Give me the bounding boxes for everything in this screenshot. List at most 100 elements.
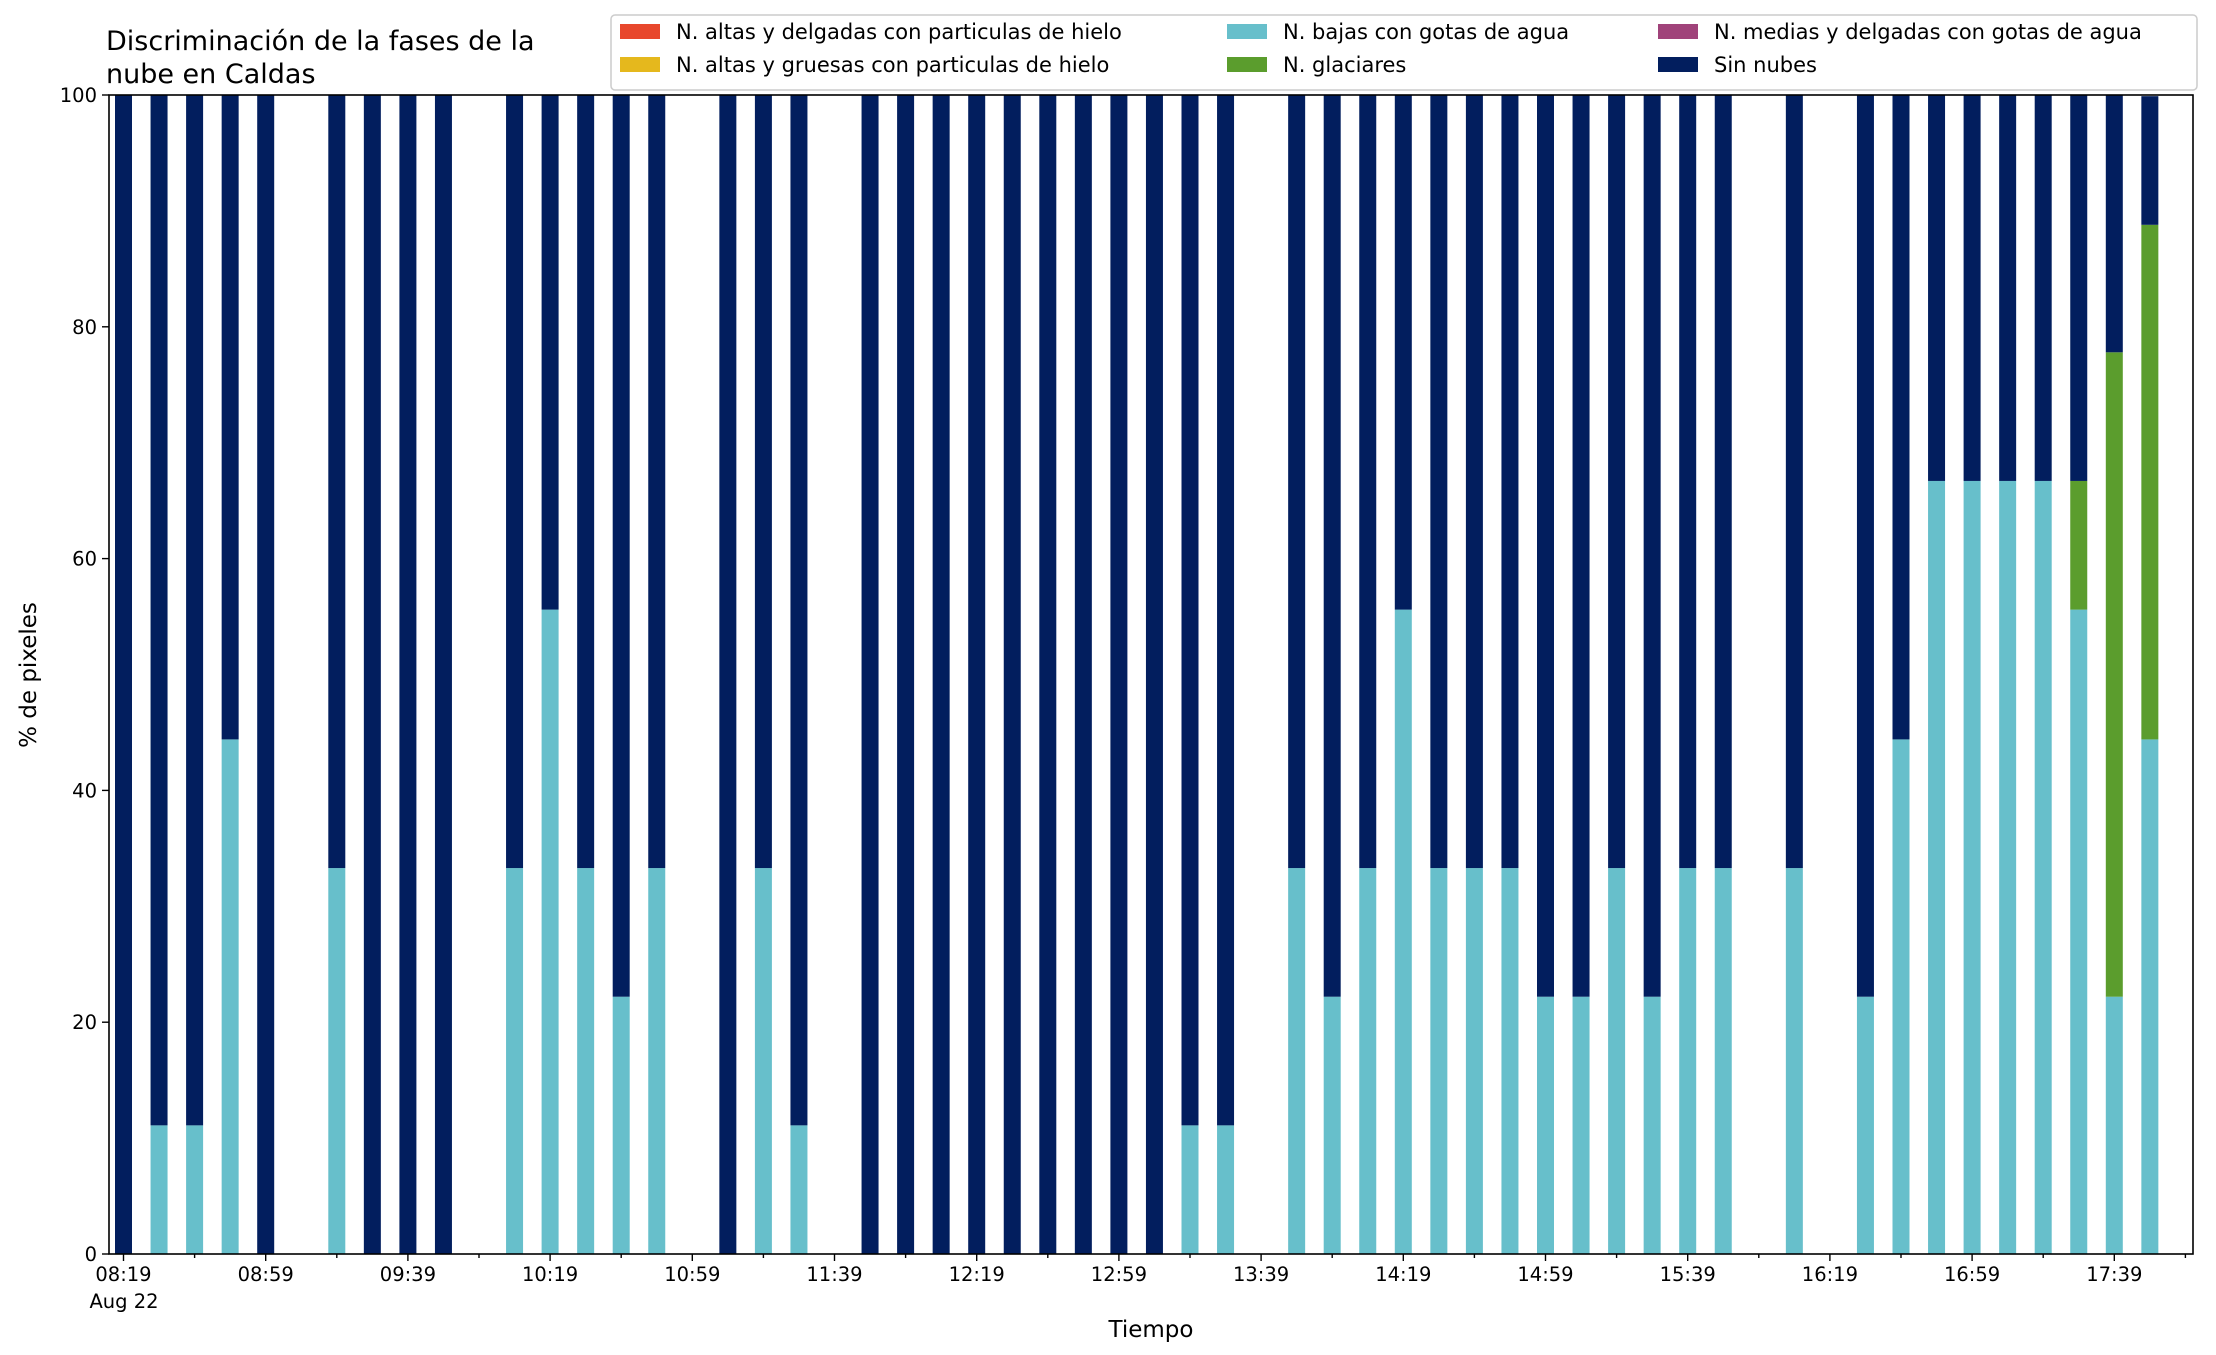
bar-sin-nubes-slot-3 <box>221 95 239 740</box>
bar-bajas-slot-47 <box>1785 868 1803 1254</box>
x-tick-label-3: 10:19 <box>522 1263 578 1286</box>
x-tick-label-6: 12:19 <box>949 1263 1005 1286</box>
bar-bajas-slot-38 <box>1465 868 1483 1254</box>
bar-bajas-slot-51 <box>1928 480 1946 1254</box>
x-tick-label-5: 11:39 <box>806 1263 862 1286</box>
x-tick-label-1: 08:59 <box>238 1263 294 1286</box>
bar-bajas-slot-39 <box>1501 868 1519 1254</box>
y-tick-label-80: 80 <box>72 316 97 339</box>
bar-bajas-slot-31 <box>1217 1125 1235 1254</box>
legend-label-5: Sin nubes <box>1714 53 1817 77</box>
bar-sin-nubes-slot-0 <box>115 95 132 1254</box>
bar-sin-nubes-slot-52 <box>1963 95 1981 481</box>
bar-sin-nubes-slot-12 <box>541 95 559 610</box>
x-tick-label-14: 17:39 <box>2086 1263 2142 1286</box>
plot-frame <box>108 94 2194 1255</box>
bar-sin-nubes-slot-38 <box>1465 95 1483 869</box>
x-tick-label-11: 15:39 <box>1660 1263 1716 1286</box>
legend-swatch-3 <box>1227 57 1267 72</box>
bar-bajas-slot-44 <box>1679 868 1697 1254</box>
bar-sin-nubes-slot-35 <box>1359 95 1377 869</box>
legend-swatch-2 <box>1227 24 1267 39</box>
y-tick-label-100: 100 <box>60 84 97 107</box>
bar-bajas-slot-42 <box>1608 868 1626 1254</box>
bar-glaciares-slot-57 <box>2141 224 2159 740</box>
bar-sin-nubes-slot-31 <box>1217 95 1235 1126</box>
chart-title-line-1: Discriminación de la fases de la <box>106 26 535 57</box>
bar-bajas-slot-54 <box>2034 480 2052 1254</box>
bar-sin-nubes-slot-17 <box>719 95 737 1254</box>
bar-sin-nubes-slot-55 <box>2070 95 2088 481</box>
bar-sin-nubes-slot-29 <box>1145 95 1163 1254</box>
bar-bajas-slot-15 <box>648 868 666 1254</box>
bar-sin-nubes-slot-22 <box>897 95 915 1254</box>
x-tick-label-9: 14:19 <box>1375 1263 1431 1286</box>
bar-sin-nubes-slot-13 <box>577 95 595 869</box>
legend-box <box>610 14 2198 91</box>
bar-sin-nubes-slot-50 <box>1892 95 1910 740</box>
bar-bajas-slot-49 <box>1856 996 1874 1254</box>
bar-glaciares-slot-56 <box>2105 352 2123 997</box>
chart-title-line-2: nube en Caldas <box>106 59 316 90</box>
bar-sin-nubes-slot-44 <box>1679 95 1697 869</box>
legend-label-4: N. medias y delgadas con gotas de agua <box>1714 20 2142 44</box>
chart-title: Discriminación de la fases de la nube en… <box>106 26 543 90</box>
bar-sin-nubes-slot-2 <box>186 95 204 1126</box>
legend-label-0: N. altas y delgadas con particulas de hi… <box>676 20 1122 44</box>
legend-swatch-5 <box>1658 57 1698 72</box>
bar-sin-nubes-slot-34 <box>1323 95 1341 997</box>
bar-bajas-slot-40 <box>1537 996 1554 1254</box>
bar-bajas-slot-53 <box>1999 480 2017 1254</box>
bar-bajas-slot-18 <box>754 868 772 1254</box>
bar-sin-nubes-slot-19 <box>790 95 808 1126</box>
x-date-label: Aug 22 <box>89 1290 158 1313</box>
bar-bajas-slot-6 <box>328 868 346 1254</box>
legend-label-1: N. altas y gruesas con particulas de hie… <box>676 53 1109 77</box>
bar-sin-nubes-slot-25 <box>1003 95 1021 1254</box>
x-tick-label-12: 16:19 <box>1802 1263 1858 1286</box>
bar-bajas-slot-19 <box>790 1125 808 1254</box>
bar-bajas-slot-35 <box>1359 868 1377 1254</box>
bar-sin-nubes-slot-54 <box>2034 95 2052 481</box>
x-tick-label-7: 12:59 <box>1091 1263 1147 1286</box>
bar-sin-nubes-slot-45 <box>1714 95 1732 869</box>
x-tick-label-13: 16:59 <box>1944 1263 2000 1286</box>
x-tick-label-2: 09:39 <box>380 1263 436 1286</box>
bar-sin-nubes-slot-26 <box>1039 95 1057 1254</box>
bar-bajas-slot-33 <box>1288 868 1306 1254</box>
bar-glaciares-slot-55 <box>2070 480 2088 610</box>
bar-sin-nubes-slot-28 <box>1110 95 1128 1254</box>
bar-sin-nubes-slot-39 <box>1501 95 1519 869</box>
bar-bajas-slot-50 <box>1892 739 1910 1254</box>
x-tick-label-8: 13:39 <box>1233 1263 1289 1286</box>
bar-sin-nubes-slot-56 <box>2105 95 2123 353</box>
legend: N. altas y delgadas con particulas de hi… <box>610 14 2198 91</box>
bar-sin-nubes-slot-18 <box>754 95 772 869</box>
bar-sin-nubes-slot-15 <box>648 95 666 869</box>
bar-bajas-slot-13 <box>577 868 595 1254</box>
x-axis: 08:19 08:59 09:39 10:19 10:59 11:39 12:19 12:59… <box>95 1254 2187 1286</box>
bar-sin-nubes-slot-4 <box>257 95 275 1254</box>
bar-bajas-slot-45 <box>1714 868 1732 1254</box>
bar-sin-nubes-slot-43 <box>1643 95 1661 997</box>
legend-swatch-4 <box>1658 24 1698 39</box>
bar-sin-nubes-slot-24 <box>968 95 986 1254</box>
bar-bajas-slot-2 <box>186 1125 204 1254</box>
legend-swatch-1 <box>620 57 660 72</box>
y-tick-label-40: 40 <box>72 779 97 802</box>
bar-sin-nubes-slot-57 <box>2141 96 2159 225</box>
bar-bajas-slot-43 <box>1643 996 1661 1254</box>
bar-sin-nubes-slot-41 <box>1572 95 1590 997</box>
bar-sin-nubes-slot-49 <box>1856 95 1874 997</box>
bar-bajas-slot-36 <box>1394 609 1412 1254</box>
bar-sin-nubes-slot-36 <box>1394 95 1412 610</box>
bar-sin-nubes-slot-40 <box>1537 95 1554 997</box>
y-tick-label-60: 60 <box>72 548 97 571</box>
legend-label-2: N. bajas con gotas de agua <box>1283 20 1569 44</box>
bar-bajas-slot-11 <box>506 868 524 1254</box>
bar-sin-nubes-slot-11 <box>506 95 524 869</box>
bar-sin-nubes-slot-51 <box>1928 95 1946 481</box>
bar-bajas-slot-34 <box>1323 996 1341 1254</box>
legend-swatch-0 <box>620 24 660 39</box>
